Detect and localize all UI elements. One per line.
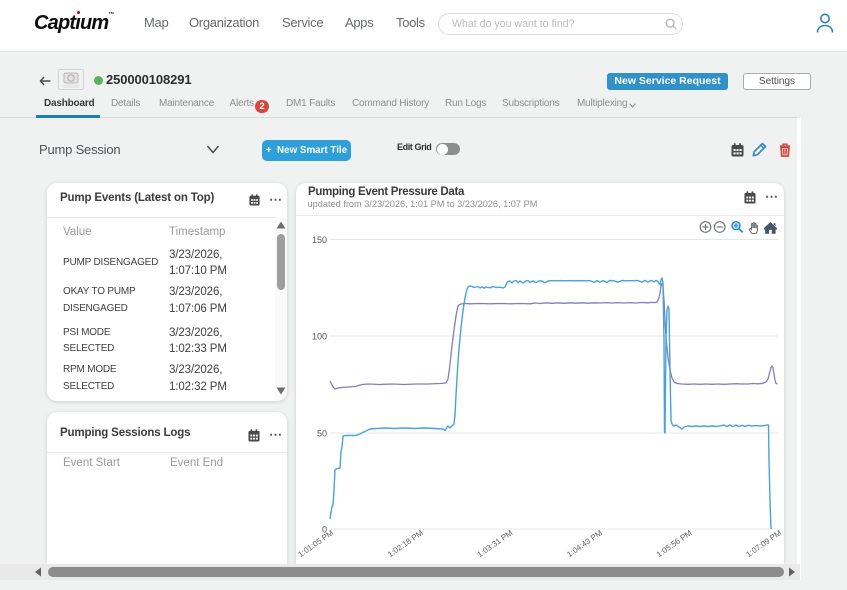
svg-text:1:02:18 PM: 1:02:18 PM <box>386 528 425 559</box>
svg-text:0: 0 <box>322 525 327 535</box>
svg-text:1:07:09 PM: 1:07:09 PM <box>744 528 783 559</box>
svg-text:1:03:31 PM: 1:03:31 PM <box>476 528 515 559</box>
svg-text:100: 100 <box>312 332 327 342</box>
svg-text:1:04:43 PM: 1:04:43 PM <box>565 528 604 559</box>
svg-text:50: 50 <box>317 429 327 439</box>
svg-text:1:05:56 PM: 1:05:56 PM <box>655 528 694 559</box>
svg-text:150: 150 <box>312 235 327 245</box>
svg-text:1:01:05 PM: 1:01:05 PM <box>296 528 335 559</box>
